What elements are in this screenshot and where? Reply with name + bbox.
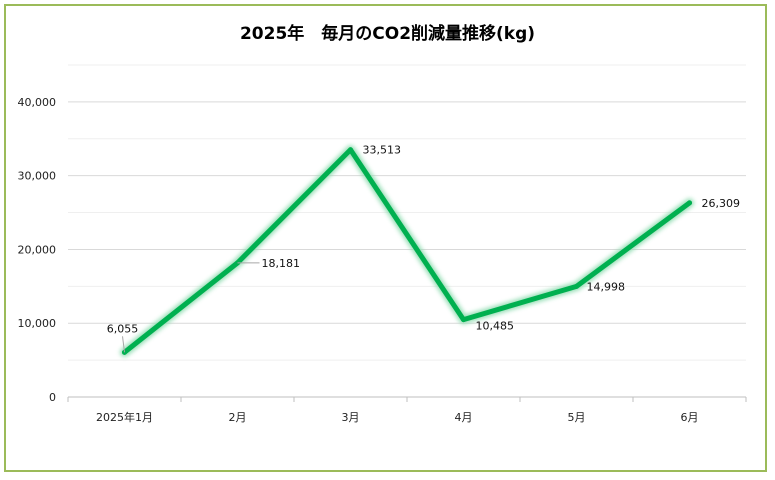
data-point (461, 317, 466, 323)
x-tick-label: 2025年1月 (96, 410, 153, 424)
data-label: 10,485 (476, 320, 515, 333)
y-tick-label: 20,000 (18, 243, 57, 256)
x-tick-label: 6月 (681, 411, 699, 424)
data-label: 14,998 (587, 280, 626, 293)
series-line (122, 147, 692, 355)
chart-title: 2025年 毎月のCO2削減量推移(kg) (239, 24, 536, 44)
data-point (348, 147, 353, 153)
series-line-glow (120, 145, 694, 357)
data-point (687, 200, 692, 206)
x-tick-label: 3月 (342, 411, 360, 424)
data-label: 33,513 (363, 144, 402, 157)
x-tick-label: 2月 (229, 411, 247, 424)
y-tick-label: 0 (49, 391, 56, 404)
x-tick-label: 4月 (455, 411, 473, 424)
y-tick-label: 10,000 (18, 317, 57, 330)
data-label: 26,309 (702, 197, 741, 210)
data-label: 18,181 (262, 257, 301, 270)
data-label: 6,055 (107, 322, 139, 335)
data-point (574, 283, 579, 289)
y-tick-label: 30,000 (18, 170, 57, 183)
data-label-leader (122, 336, 125, 353)
x-tick-label: 5月 (568, 411, 586, 424)
y-tick-label: 40,000 (18, 96, 57, 109)
